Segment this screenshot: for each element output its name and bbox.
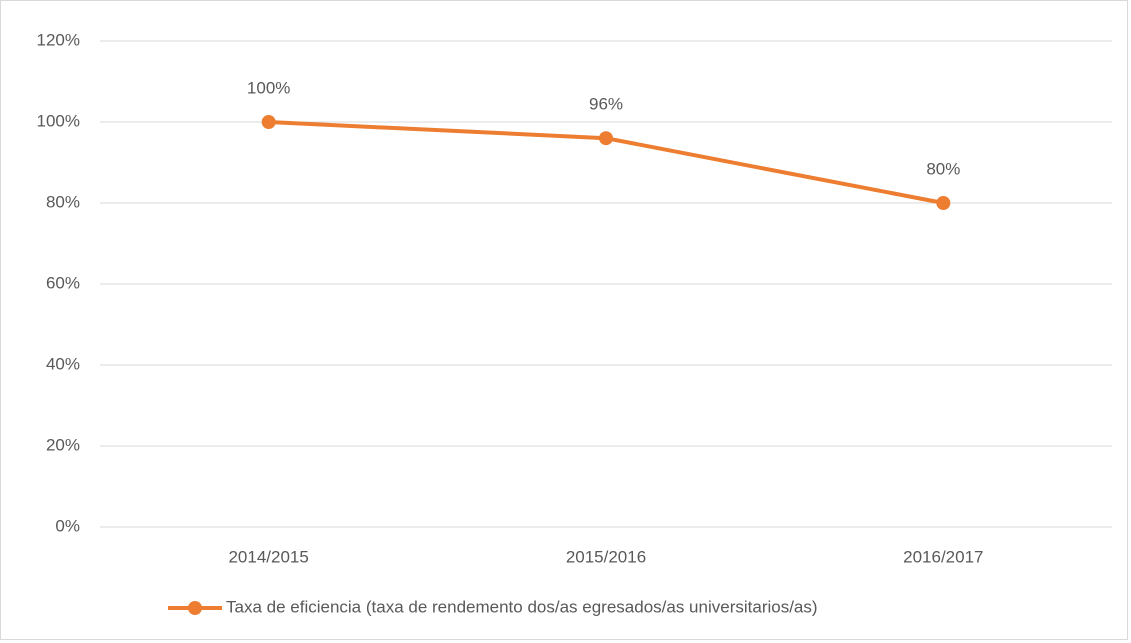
- legend-label: Taxa de eficiencia (taxa de rendemento d…: [226, 597, 818, 616]
- data-point: [936, 196, 951, 210]
- x-tick-label: 2014/2015: [228, 547, 308, 566]
- y-tick-label: 40%: [46, 354, 80, 373]
- x-tick-label: 2016/2017: [903, 547, 983, 566]
- legend-marker: [188, 601, 202, 615]
- x-tick-label: 2015/2016: [566, 547, 646, 566]
- y-tick-label: 80%: [46, 192, 80, 211]
- data-label: 100%: [247, 78, 290, 97]
- y-tick-label: 120%: [37, 30, 80, 49]
- y-tick-label: 60%: [46, 273, 80, 292]
- y-tick-label: 100%: [37, 111, 80, 130]
- data-point: [261, 115, 276, 129]
- data-label: 96%: [589, 95, 623, 114]
- data-point: [599, 131, 613, 146]
- data-label: 80%: [926, 159, 960, 178]
- y-tick-label: 0%: [55, 516, 80, 535]
- y-tick-label: 20%: [46, 435, 80, 454]
